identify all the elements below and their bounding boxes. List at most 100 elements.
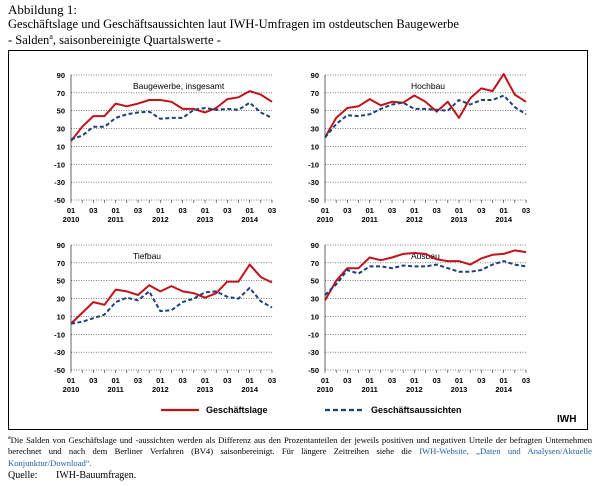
brand-label: IWH bbox=[557, 414, 576, 425]
y-tick-label: 30 bbox=[57, 125, 65, 134]
x-tick-label-year: 2010 bbox=[63, 385, 80, 394]
x-tick-label-quarter: 03 bbox=[522, 376, 530, 385]
source-text: IWH-Bauumfragen. bbox=[56, 470, 137, 481]
x-tick-label-quarter: 01 bbox=[455, 376, 463, 385]
x-tick-label-year: 2012 bbox=[406, 215, 423, 224]
y-tick-label: 70 bbox=[57, 89, 65, 98]
legend-label-geschaeftslage: Geschäftslage bbox=[206, 405, 268, 415]
x-tick-label-quarter: 03 bbox=[477, 376, 485, 385]
footnote-mark: a bbox=[8, 435, 11, 441]
x-tick-label-year: 2011 bbox=[108, 385, 124, 394]
y-tick-label: 50 bbox=[57, 107, 65, 116]
footnote-link[interactable]: IWH-Website, „Daten und Analysen/Aktuell… bbox=[8, 446, 592, 468]
x-tick-label-quarter: 03 bbox=[477, 206, 485, 215]
x-tick-label-year: 2013 bbox=[451, 385, 468, 394]
x-tick-label-quarter: 03 bbox=[178, 376, 186, 385]
x-tick-label-quarter: 03 bbox=[223, 206, 231, 215]
series-line-geschaeftslage bbox=[70, 90, 273, 142]
x-tick-label-quarter: 03 bbox=[268, 376, 276, 385]
x-tick-label-year: 2012 bbox=[152, 385, 169, 394]
y-tick-label: 50 bbox=[311, 107, 319, 116]
y-tick-label: -30 bbox=[308, 348, 319, 357]
x-tick-label-quarter: 01 bbox=[245, 376, 253, 385]
y-tick-label: -50 bbox=[308, 196, 319, 205]
legend: Geschäftslage Geschäftsaussichten IWH bbox=[161, 405, 576, 425]
x-tick-label-quarter: 01 bbox=[201, 376, 209, 385]
panel-label: Hochbau bbox=[411, 81, 445, 91]
x-tick-label-quarter: 01 bbox=[111, 206, 119, 215]
x-tick-label-year: 2014 bbox=[495, 385, 513, 394]
y-tick-label: 10 bbox=[57, 142, 65, 151]
subtitle-prefix: - Salden bbox=[8, 33, 50, 48]
subtitle-suffix: , saisonbereinigte Quartalswerte - bbox=[52, 33, 221, 48]
series-line-geschaeftslage bbox=[324, 73, 527, 138]
series-line-geschaeftsaussichten bbox=[324, 94, 527, 139]
y-tick-label: 30 bbox=[57, 295, 65, 304]
footnote: aDie Salden von Geschäftslage und -aussi… bbox=[8, 433, 592, 469]
y-tick-label: 30 bbox=[311, 125, 319, 134]
y-tick-label: -10 bbox=[54, 160, 65, 169]
x-tick-label-year: 2013 bbox=[197, 215, 214, 224]
x-tick-label-quarter: 03 bbox=[343, 376, 351, 385]
x-tick-label-year: 2010 bbox=[63, 215, 80, 224]
figure-title: Geschäftslage und Geschäftsaussichten la… bbox=[8, 17, 459, 31]
x-tick-label-quarter: 01 bbox=[67, 376, 75, 385]
x-tick-label-quarter: 03 bbox=[134, 206, 142, 215]
x-tick-label-year: 2014 bbox=[241, 385, 259, 394]
legend-label-geschaeftsaussichten: Geschäftsaussichten bbox=[371, 405, 462, 415]
x-tick-label-quarter: 01 bbox=[365, 206, 373, 215]
x-tick-label-quarter: 01 bbox=[365, 376, 373, 385]
x-tick-label-quarter: 03 bbox=[522, 206, 530, 215]
y-tick-label: 30 bbox=[311, 295, 319, 304]
y-tick-label: 90 bbox=[311, 71, 319, 80]
chart-frame: 90 70 50 30 10 -10 -30 -50 01 03 01 03 01 03 01 03 01 03 2… bbox=[8, 50, 588, 430]
x-tick-label-year: 2012 bbox=[152, 215, 169, 224]
x-tick-label-year: 2013 bbox=[451, 215, 468, 224]
x-tick-label-quarter: 03 bbox=[89, 206, 97, 215]
y-tick-label: 90 bbox=[57, 71, 65, 80]
source-label: Quelle: bbox=[8, 470, 38, 481]
y-tick-label: 70 bbox=[311, 259, 319, 268]
x-tick-label-year: 2010 bbox=[317, 215, 334, 224]
series-line-geschaeftsaussichten bbox=[70, 286, 273, 325]
series-line-geschaeftslage bbox=[70, 263, 273, 325]
x-tick-label-quarter: 03 bbox=[388, 206, 396, 215]
figure-subtitle: - Saldena, saisonbereinigte Quartalswert… bbox=[8, 32, 221, 48]
y-tick-label: 90 bbox=[311, 241, 319, 250]
x-tick-label-quarter: 03 bbox=[343, 206, 351, 215]
y-tick-label: -10 bbox=[54, 330, 65, 339]
y-tick-label: 70 bbox=[57, 259, 65, 268]
x-tick-label-quarter: 01 bbox=[410, 376, 418, 385]
y-tick-label: -30 bbox=[54, 348, 65, 357]
source-line: Quelle: IWH-Bauumfragen. bbox=[8, 470, 136, 481]
x-tick-label-quarter: 03 bbox=[178, 206, 186, 215]
x-tick-label-quarter: 01 bbox=[201, 206, 209, 215]
x-tick-label-quarter: 01 bbox=[455, 206, 463, 215]
x-tick-label-quarter: 03 bbox=[432, 376, 440, 385]
y-tick-label: 10 bbox=[57, 312, 65, 321]
panel-label: Baugewerbe, insgesamt bbox=[133, 81, 225, 91]
x-tick-label-quarter: 01 bbox=[321, 206, 329, 215]
x-tick-label-quarter: 01 bbox=[321, 376, 329, 385]
y-tick-label: 10 bbox=[311, 142, 319, 151]
panel-label: Tiefbau bbox=[133, 251, 161, 261]
subtitle-footnote-mark: a bbox=[49, 32, 53, 41]
x-tick-label-year: 2011 bbox=[108, 215, 124, 224]
x-tick-label-year: 2013 bbox=[197, 385, 214, 394]
y-tick-label: -10 bbox=[308, 160, 319, 169]
series-line-geschaeftsaussichten bbox=[324, 260, 527, 296]
x-tick-label-quarter: 01 bbox=[67, 206, 75, 215]
y-tick-label: -30 bbox=[54, 178, 65, 187]
y-tick-label: -50 bbox=[54, 366, 65, 375]
x-tick-label-year: 2012 bbox=[406, 385, 423, 394]
y-tick-label: 50 bbox=[311, 277, 319, 286]
y-tick-label: 70 bbox=[311, 89, 319, 98]
x-tick-label-quarter: 01 bbox=[156, 206, 164, 215]
footnote-text: Die Salden von Geschäftslage und -aussic… bbox=[8, 434, 592, 457]
y-tick-label: 50 bbox=[57, 277, 65, 286]
x-tick-label-quarter: 01 bbox=[245, 206, 253, 215]
